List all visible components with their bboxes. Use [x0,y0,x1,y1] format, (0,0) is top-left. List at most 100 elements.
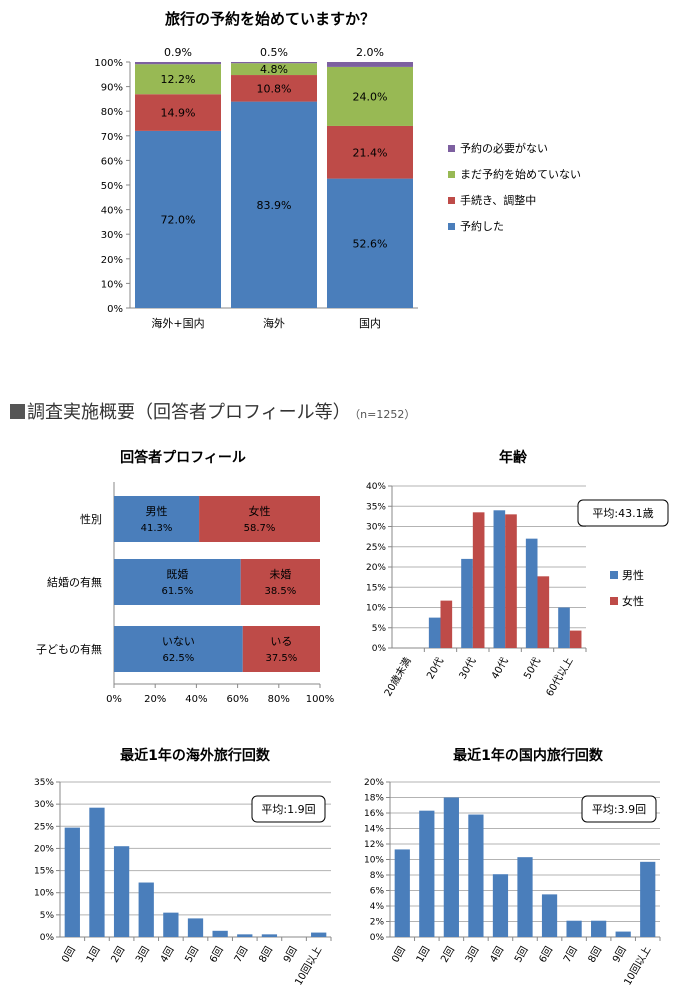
segment-name: 既婚 [166,567,188,581]
x-tick-label: 8回 [256,945,275,965]
y-tick-label: 10% [34,889,54,899]
x-tick-label: 3回 [133,945,152,965]
x-tick-label: 20歳未満 [382,656,414,699]
annotation-text: 平均:3.9回 [592,803,646,816]
x-tick-label: 6回 [537,945,556,965]
bar-segment [114,626,243,672]
y-tick-label: 60% [101,156,123,167]
y-tick-label: 10% [101,279,123,290]
x-tick-label: 40% [185,694,207,705]
bar-segment [135,64,221,95]
y-tick-label: 0% [372,644,387,654]
y-tick-label: 0% [370,933,385,943]
bar-segment [240,559,320,605]
data-label: 10.8% [257,82,292,95]
x-tick-label: 5回 [183,945,202,965]
segment-name: 女性 [249,504,271,518]
segment-name: いない [162,635,195,648]
bar [472,512,485,648]
x-tick-label: 4回 [158,945,177,965]
data-label: 14.9% [161,107,196,120]
y-tick-label: 25% [34,822,54,832]
y-tick-label: 18% [364,794,384,804]
bar-segment [135,62,221,65]
x-tick-label: 20% [144,694,166,705]
bar-segment [327,125,413,179]
legend-label: 手続き、調整中 [460,193,536,207]
bar-segment [114,559,241,605]
x-tick-label: 0回 [389,945,408,965]
bar [113,846,130,937]
legend-label: 男性 [622,568,644,582]
x-tick-label: 80% [268,694,290,705]
x-tick-label: 0回 [59,945,78,965]
legend-label: まだ予約を始めていない [460,167,581,181]
bar [640,861,656,937]
segment-value: 62.5% [162,653,194,664]
annotation-box [581,795,657,823]
y-tick-label: 70% [101,132,123,143]
data-label: 4.8% [260,63,288,76]
x-tick-label: 5回 [512,945,531,965]
y-tick-label: 20% [364,778,384,788]
y-tick-label: 2% [370,918,385,928]
x-tick-label: 60% [226,694,248,705]
segment-name: 男性 [146,504,168,518]
bar-segment [231,75,317,102]
y-tick-label: 8% [370,871,385,881]
x-tick-label: 3回 [463,945,482,965]
y-tick-label: 30% [101,230,123,241]
legend-swatch [448,145,455,152]
segment-value: 38.5% [264,586,296,597]
segment-value: 37.5% [265,653,297,664]
bar [428,617,441,648]
y-tick-label: 20% [34,844,54,854]
legend-swatch [610,597,618,605]
x-tick-label: 30代 [457,656,479,682]
bar [440,600,453,648]
y-tick-label: 10% [364,856,384,866]
bar-segment [135,94,221,131]
x-tick-label: 1回 [84,945,103,965]
bar [64,827,80,937]
bar-segment [231,63,317,76]
x-tick-label: 海外+国内 [151,316,204,330]
bar-segment [327,62,413,67]
bar [591,920,607,937]
legend-label: 予約した [460,219,504,233]
segment-name: いる [270,635,292,648]
x-tick-label: 7回 [232,945,251,965]
bar [468,814,484,937]
bar [525,538,538,648]
annotation-text: 平均:1.9回 [261,803,315,816]
section-heading-text: 調査実施概要（回答者プロフィール等） [27,402,351,423]
x-tick-label: 7回 [561,945,580,965]
y-tick-label: 4% [370,902,385,912]
x-tick-label: 2回 [109,945,128,965]
chart-title: 年齢 [499,449,528,466]
x-tick-label: 100% [306,694,335,705]
bar [237,934,253,937]
x-tick-label: 0% [106,694,122,705]
chart-title: 最近1年の国内旅行回数 [453,747,604,764]
legend-swatch [448,197,455,204]
data-label: 72.0% [161,213,196,226]
sample-size-note: （n=1252） [354,408,416,421]
y-tick-label: 35% [34,778,54,788]
bar [493,510,506,648]
y-tick-label: 15% [366,583,386,593]
x-tick-label: 20代 [424,656,446,682]
bar [261,934,278,937]
bar [461,558,473,648]
x-tick-label: 4回 [487,945,506,965]
data-label: 52.6% [353,237,388,250]
data-label: 2.0% [356,46,384,59]
x-tick-label: 60代以上 [544,656,576,699]
bar [89,807,105,937]
legend-label: 予約の必要がない [460,141,548,155]
chart-title: 回答者プロフィール [120,449,246,466]
y-tick-label: 20% [101,255,123,266]
bar [187,918,204,937]
chart-title: 最近1年の海外旅行回数 [120,747,271,764]
bar-segment [231,62,317,64]
